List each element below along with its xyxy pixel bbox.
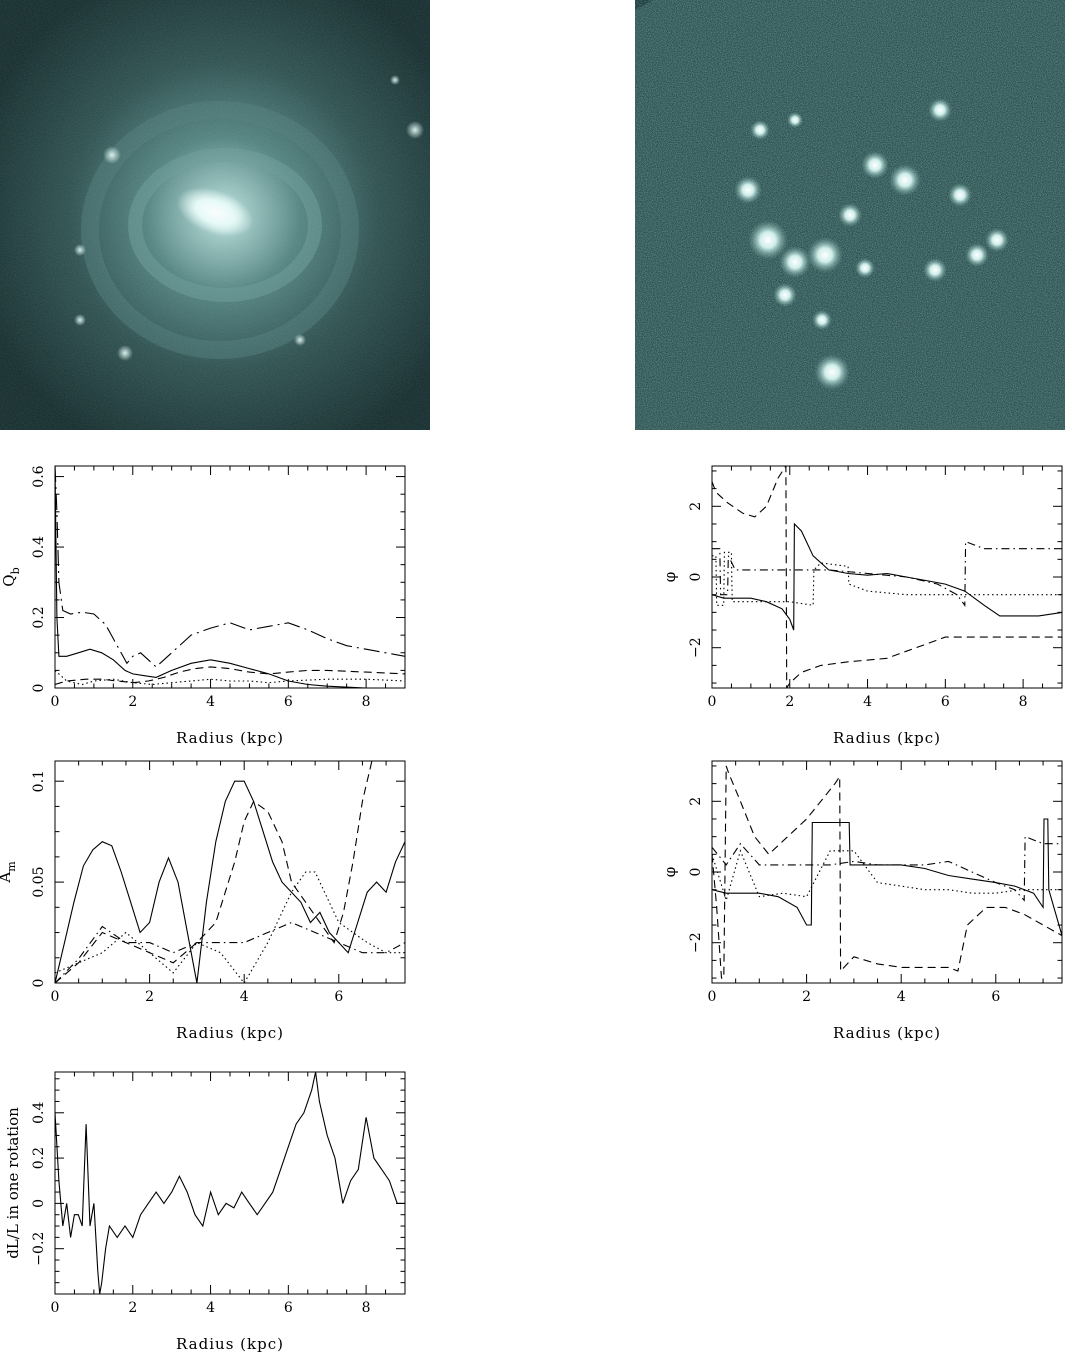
series-line-dashdot [55, 921, 405, 983]
x-tick-label: 6 [334, 989, 343, 1005]
phi-chart-bottom: 0 2 4 6 −2 0 2 Radius (kpc) φ [661, 760, 1063, 1042]
series-line-dashed [55, 761, 373, 983]
galaxy-image-right [635, 0, 1065, 430]
x-tick-label: 4 [863, 694, 872, 710]
series-line-dashdot [712, 835, 1062, 902]
series-line-dotted [55, 871, 405, 983]
x-tick-label: 0 [708, 694, 717, 710]
y-tick-label: 0.4 [31, 1102, 47, 1124]
x-tick-label: 6 [284, 694, 293, 710]
series-line-dotted [712, 551, 1062, 606]
series-line-dotted [55, 669, 405, 686]
plot-frame [54, 1071, 406, 1295]
series-line-dashed [712, 765, 1062, 979]
series-line-solid [712, 522, 1062, 631]
x-tick-label: 6 [284, 1300, 293, 1316]
plot-frame [54, 760, 406, 984]
y-axis-label: φ [661, 867, 679, 878]
x-tick-label: 4 [206, 694, 215, 710]
plot-frame [711, 760, 1063, 984]
x-tick-label: 0 [708, 989, 717, 1005]
x-axis-label: Radius (kpc) [176, 1024, 284, 1042]
x-tick-label: 0 [51, 1300, 60, 1316]
x-tick-label: 0 [51, 989, 60, 1005]
x-axis-label: Radius (kpc) [833, 1024, 941, 1042]
x-axis-label: Radius (kpc) [176, 1335, 284, 1353]
y-tick-label: 2 [688, 502, 704, 511]
y-tick-label: 0 [688, 573, 704, 582]
y-axis-label: Am [0, 861, 18, 884]
x-tick-label: 2 [802, 989, 811, 1005]
x-tick-label: 0 [51, 694, 60, 710]
series-line-solid [55, 780, 405, 983]
series-line-solid [55, 466, 405, 688]
x-tick-label: 2 [128, 694, 137, 710]
x-tick-label: 2 [785, 694, 794, 710]
plot-frame [711, 465, 1063, 689]
x-tick-label: 4 [240, 989, 249, 1005]
x-tick-label: 2 [128, 1300, 137, 1316]
series-line-solid [712, 818, 1062, 936]
x-tick-label: 2 [145, 989, 154, 1005]
plot-frame [54, 465, 406, 689]
y-tick-label: −0.2 [31, 1232, 47, 1266]
x-axis-label: Radius (kpc) [176, 729, 284, 747]
y-axis-label: φ [661, 572, 679, 583]
x-tick-label: 8 [362, 694, 371, 710]
y-tick-label: 2 [688, 797, 704, 806]
x-tick-label: 4 [206, 1300, 215, 1316]
y-tick-label: −2 [688, 637, 704, 658]
x-tick-label: 8 [1019, 694, 1028, 710]
y-tick-label: 0 [688, 868, 704, 877]
y-tick-label: 0.2 [31, 1147, 47, 1169]
x-tick-label: 6 [941, 694, 950, 710]
x-tick-label: 6 [991, 989, 1000, 1005]
y-tick-label: 0.2 [31, 606, 47, 628]
galaxy-image-right-svg [635, 0, 1065, 430]
y-tick-label: 0.6 [31, 465, 47, 487]
y-tick-label: 0 [31, 1199, 47, 1208]
x-tick-label: 4 [897, 989, 906, 1005]
series-line-solid [55, 1072, 405, 1294]
x-tick-label: 8 [362, 1300, 371, 1316]
qb-chart: 0 2 4 6 8 0 0.2 0.4 0.6 Radius (kpc) Qb [0, 465, 406, 747]
series-line-dashed [712, 466, 1062, 688]
phi-chart-top: 0 2 4 6 8 −2 0 2 Radius (kpc) φ [661, 465, 1063, 747]
y-tick-label: 0.1 [31, 770, 47, 792]
y-tick-label: 0 [31, 684, 47, 693]
series-line-dotted [712, 849, 1062, 903]
dl-chart: 0 2 4 6 8 −0.2 0 0.2 0.4 Radius (kpc) dL/L in one … [4, 1071, 406, 1353]
series-line-dashdot [712, 540, 1062, 607]
series-line-dashed [55, 666, 405, 686]
y-tick-label: 0 [31, 979, 47, 988]
y-tick-label: 0.05 [31, 867, 47, 898]
y-axis-label: Qb [0, 567, 22, 586]
am-chart: 0 2 4 6 0 0.05 0.1 Radius (kpc) Am [0, 760, 406, 1042]
galaxy-image-left-svg [0, 0, 430, 430]
galaxy-image-left [0, 0, 430, 430]
y-tick-label: −2 [688, 932, 704, 953]
series-line-longdashdot [55, 466, 405, 668]
x-axis-label: Radius (kpc) [833, 729, 941, 747]
y-tick-label: 0.4 [31, 536, 47, 558]
y-axis-label: dL/L in one rotation [4, 1107, 22, 1259]
